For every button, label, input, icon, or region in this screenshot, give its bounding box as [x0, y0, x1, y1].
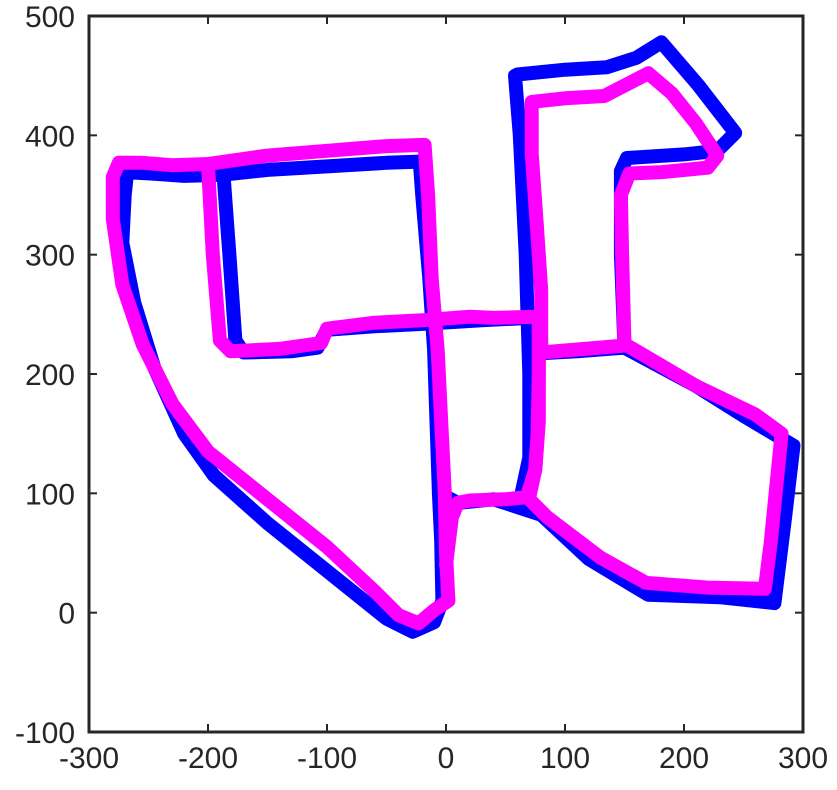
x-tick-label: 200 [659, 742, 709, 775]
series-line-segment [105, 137, 456, 631]
series-line-segment [439, 313, 546, 572]
tick-labels: -300 -200 -100 0 100 200 300 -100 0 100 200 300 400 5… [15, 1, 828, 775]
y-tick-label: 500 [25, 1, 75, 34]
ticks-layer [88, 15, 804, 733]
x-tick-label: -100 [297, 742, 357, 775]
x-tick-label: 100 [540, 742, 590, 775]
series-magenta [105, 66, 789, 631]
y-tick-label: 200 [25, 359, 75, 392]
series-line-segment [201, 157, 543, 359]
x-tick-label: -300 [59, 742, 119, 775]
x-tick-label: 300 [778, 742, 828, 775]
x-tick-label: 0 [438, 742, 455, 775]
y-tick-label: -100 [15, 717, 75, 750]
y-tick-label: 400 [25, 120, 75, 153]
y-tick-label: 300 [25, 240, 75, 273]
series-layer [105, 35, 801, 639]
series-line-segment [524, 66, 725, 360]
y-tick-label: 0 [58, 598, 75, 631]
x-tick-label: -200 [178, 742, 238, 775]
y-tick-label: 100 [25, 478, 75, 511]
